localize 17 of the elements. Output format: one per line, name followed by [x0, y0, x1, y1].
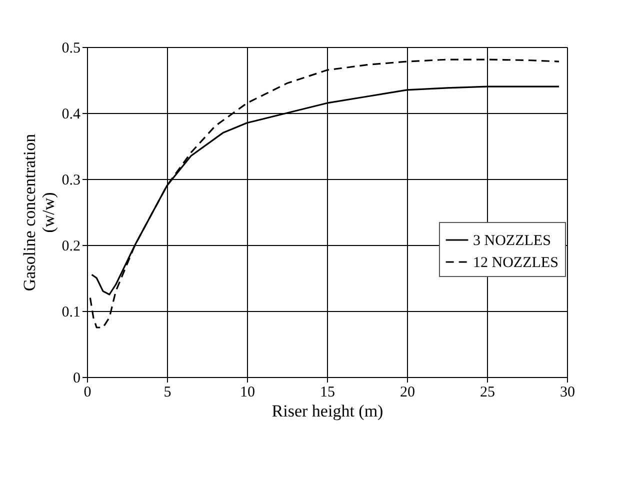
- y-tick-label: 0.5: [62, 40, 80, 56]
- y-tick-label: 0.2: [62, 238, 80, 254]
- y-tick-label: 0.3: [62, 172, 80, 188]
- y-tick-label: 0.4: [62, 106, 81, 122]
- legend-label: 12 NOZZLES: [473, 255, 558, 271]
- x-tick-label: 0: [84, 384, 92, 400]
- y-tick-label: 0.1: [62, 304, 80, 320]
- y-tick-label: 0: [73, 370, 80, 386]
- x-tick-label: 15: [320, 384, 335, 400]
- x-tick-label: 20: [400, 384, 415, 400]
- legend-label: 3 NOZZLES: [473, 233, 551, 249]
- x-tick-label: 30: [560, 384, 575, 400]
- x-tick-label: 25: [480, 384, 495, 400]
- x-axis-title: Riser height (m): [272, 402, 384, 420]
- x-tick-label: 5: [164, 384, 172, 400]
- y-axis-title: Gasoline concentration (w/w): [20, 133, 58, 292]
- x-tick-label: 10: [240, 384, 255, 400]
